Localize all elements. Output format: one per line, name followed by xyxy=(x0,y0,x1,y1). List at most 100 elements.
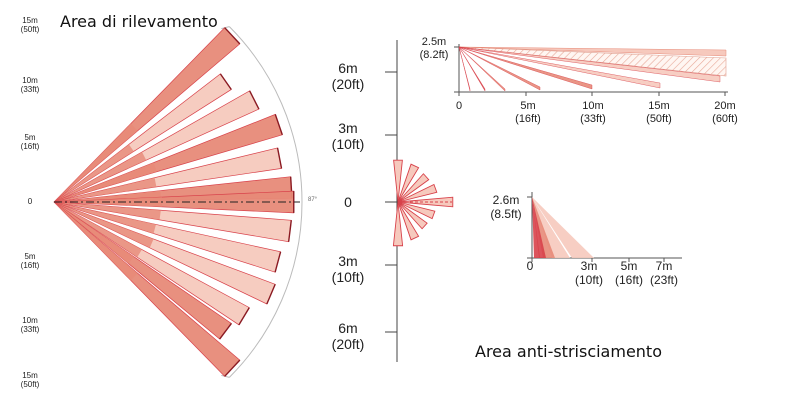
top-tick-0: 15m (50ft) xyxy=(10,16,50,34)
fan-beam-cap xyxy=(274,251,282,273)
top-tick-m: 15m xyxy=(22,371,38,380)
fan-beam-near xyxy=(54,202,161,220)
fan-beam-near xyxy=(54,144,134,202)
side-beam xyxy=(458,46,471,92)
anti-crawl-beam xyxy=(397,201,436,220)
crawl-xtick-m: 7m xyxy=(655,259,673,273)
crawl-tick-ft: (10ft) xyxy=(331,136,365,153)
crawl-side-beam xyxy=(532,197,555,258)
crawl-height-m: 2.6m xyxy=(492,193,520,207)
fan-beam-cap xyxy=(266,283,276,305)
crawl-tick-ft: (20ft) xyxy=(331,76,365,93)
anti-crawl-area-title: Area anti-strisciamento xyxy=(475,342,662,361)
side-xtick-m: 15m xyxy=(648,100,670,112)
crawl-xtick-m: 3m xyxy=(580,259,598,273)
anti-crawl-beam xyxy=(393,159,403,203)
top-tick-ft: (50ft) xyxy=(20,380,40,390)
side-xtick-ft: (33ft) xyxy=(580,112,606,125)
anti-crawl-top-view xyxy=(385,40,454,362)
side-xtick-2: 10m (33ft) xyxy=(571,100,615,125)
fan-angle-label: 87° xyxy=(308,197,318,203)
side-height-m: 2.5m xyxy=(421,36,447,48)
side-xtick-4: 20m (60ft) xyxy=(703,100,747,125)
top-tick-ft: (50ft) xyxy=(20,25,40,35)
side-height-ft: (8.2ft) xyxy=(419,48,449,61)
fan-beam-near xyxy=(54,202,154,248)
crawl-xtick-ft: (10ft) xyxy=(574,272,603,287)
crawl-tick-ft: (10ft) xyxy=(331,269,365,286)
top-tick-5: 10m (33ft) xyxy=(10,316,50,334)
crawl-side-beam xyxy=(532,197,594,258)
side-xtick-ft: (60ft) xyxy=(712,112,738,125)
crawl-tick-2: 0 xyxy=(318,194,378,210)
fan-beam-near xyxy=(54,202,134,264)
fan-beam-near xyxy=(54,177,157,202)
detection-area-title: Area di rilevamento xyxy=(60,12,218,31)
side-xtick-3: 15m (50ft) xyxy=(637,100,681,125)
crawl-tick-ft: (20ft) xyxy=(331,336,365,353)
side-beam xyxy=(458,46,541,91)
side-beam xyxy=(458,46,721,83)
side-view-height-label: 2.5m (8.2ft) xyxy=(412,36,456,61)
crawl-tick-3: 3m (10ft) xyxy=(318,253,378,285)
crawl-tick-m: 3m xyxy=(338,120,358,136)
top-tick-ft: (33ft) xyxy=(20,325,40,335)
anti-crawl-beam xyxy=(397,201,428,230)
fan-beam-cap xyxy=(287,220,292,242)
fan-beam-cap xyxy=(224,359,241,377)
side-xtick-m: 0 xyxy=(455,100,463,112)
crawl-tick-m: 0 xyxy=(344,194,352,210)
top-tick-3: 0 xyxy=(10,197,50,206)
side-beam xyxy=(458,46,506,92)
top-tick-6: 15m (50ft) xyxy=(10,371,50,389)
top-tick-m: 0 xyxy=(27,197,33,206)
side-xtick-m: 5m xyxy=(520,100,536,112)
side-xtick-ft: (50ft) xyxy=(646,112,672,125)
crawl-tick-m: 6m xyxy=(338,60,358,76)
crawl-side-height-label: 2.6m (8.5ft) xyxy=(484,193,528,222)
crawl-xtick-2: 5m (16ft) xyxy=(607,259,651,288)
anti-crawl-beam xyxy=(397,173,430,203)
top-tick-m: 10m xyxy=(22,316,38,325)
anti-crawl-side-view xyxy=(527,192,682,262)
anti-crawl-beam xyxy=(397,183,438,203)
top-tick-4: 5m (16ft) xyxy=(10,252,50,270)
side-xtick-1: 5m (16ft) xyxy=(506,100,550,125)
side-top-beam xyxy=(458,46,727,57)
fan-beam-near xyxy=(54,151,147,202)
crawl-tick-m: 6m xyxy=(338,320,358,336)
top-tick-1: 10m (33ft) xyxy=(10,76,50,94)
top-tick-m: 10m xyxy=(22,76,38,85)
crawl-tick-1: 3m (10ft) xyxy=(318,120,378,152)
side-view-chart xyxy=(454,44,728,96)
crawl-side-beam xyxy=(532,197,546,258)
crawl-xtick-m: 5m xyxy=(620,259,638,273)
side-beam xyxy=(458,46,486,92)
fan-beam-cap xyxy=(249,90,260,110)
crawl-xtick-3: 7m (23ft) xyxy=(642,259,686,288)
top-tick-2: 5m (16ft) xyxy=(10,133,50,151)
anti-crawl-beam xyxy=(397,201,420,241)
side-xtick-m: 20m xyxy=(714,100,736,112)
anti-crawl-beam xyxy=(392,201,404,247)
side-beam xyxy=(458,46,593,90)
top-tick-m: 15m xyxy=(22,16,38,25)
side-xtick-ft: (16ft) xyxy=(515,112,541,125)
fan-beam-near xyxy=(54,202,156,234)
anti-crawl-beam xyxy=(397,163,420,203)
crawl-xtick-m: 0 xyxy=(526,259,534,273)
crawl-height-ft: (8.5ft) xyxy=(490,206,522,221)
top-tick-m: 5m xyxy=(24,252,36,261)
fan-beam-cap xyxy=(219,323,232,340)
top-tick-ft: (16ft) xyxy=(20,261,40,271)
side-xtick-m: 10m xyxy=(582,100,604,112)
fan-beam-cap xyxy=(224,27,241,45)
fan-beam-cap xyxy=(219,73,232,90)
fan-beam-near xyxy=(54,162,157,202)
fan-beam-cap xyxy=(276,147,283,169)
crawl-xtick-ft: (16ft) xyxy=(614,272,643,287)
side-xtick-0: 0 xyxy=(437,100,481,113)
fan-beam-near xyxy=(54,123,138,202)
top-tick-ft: (33ft) xyxy=(20,85,40,95)
